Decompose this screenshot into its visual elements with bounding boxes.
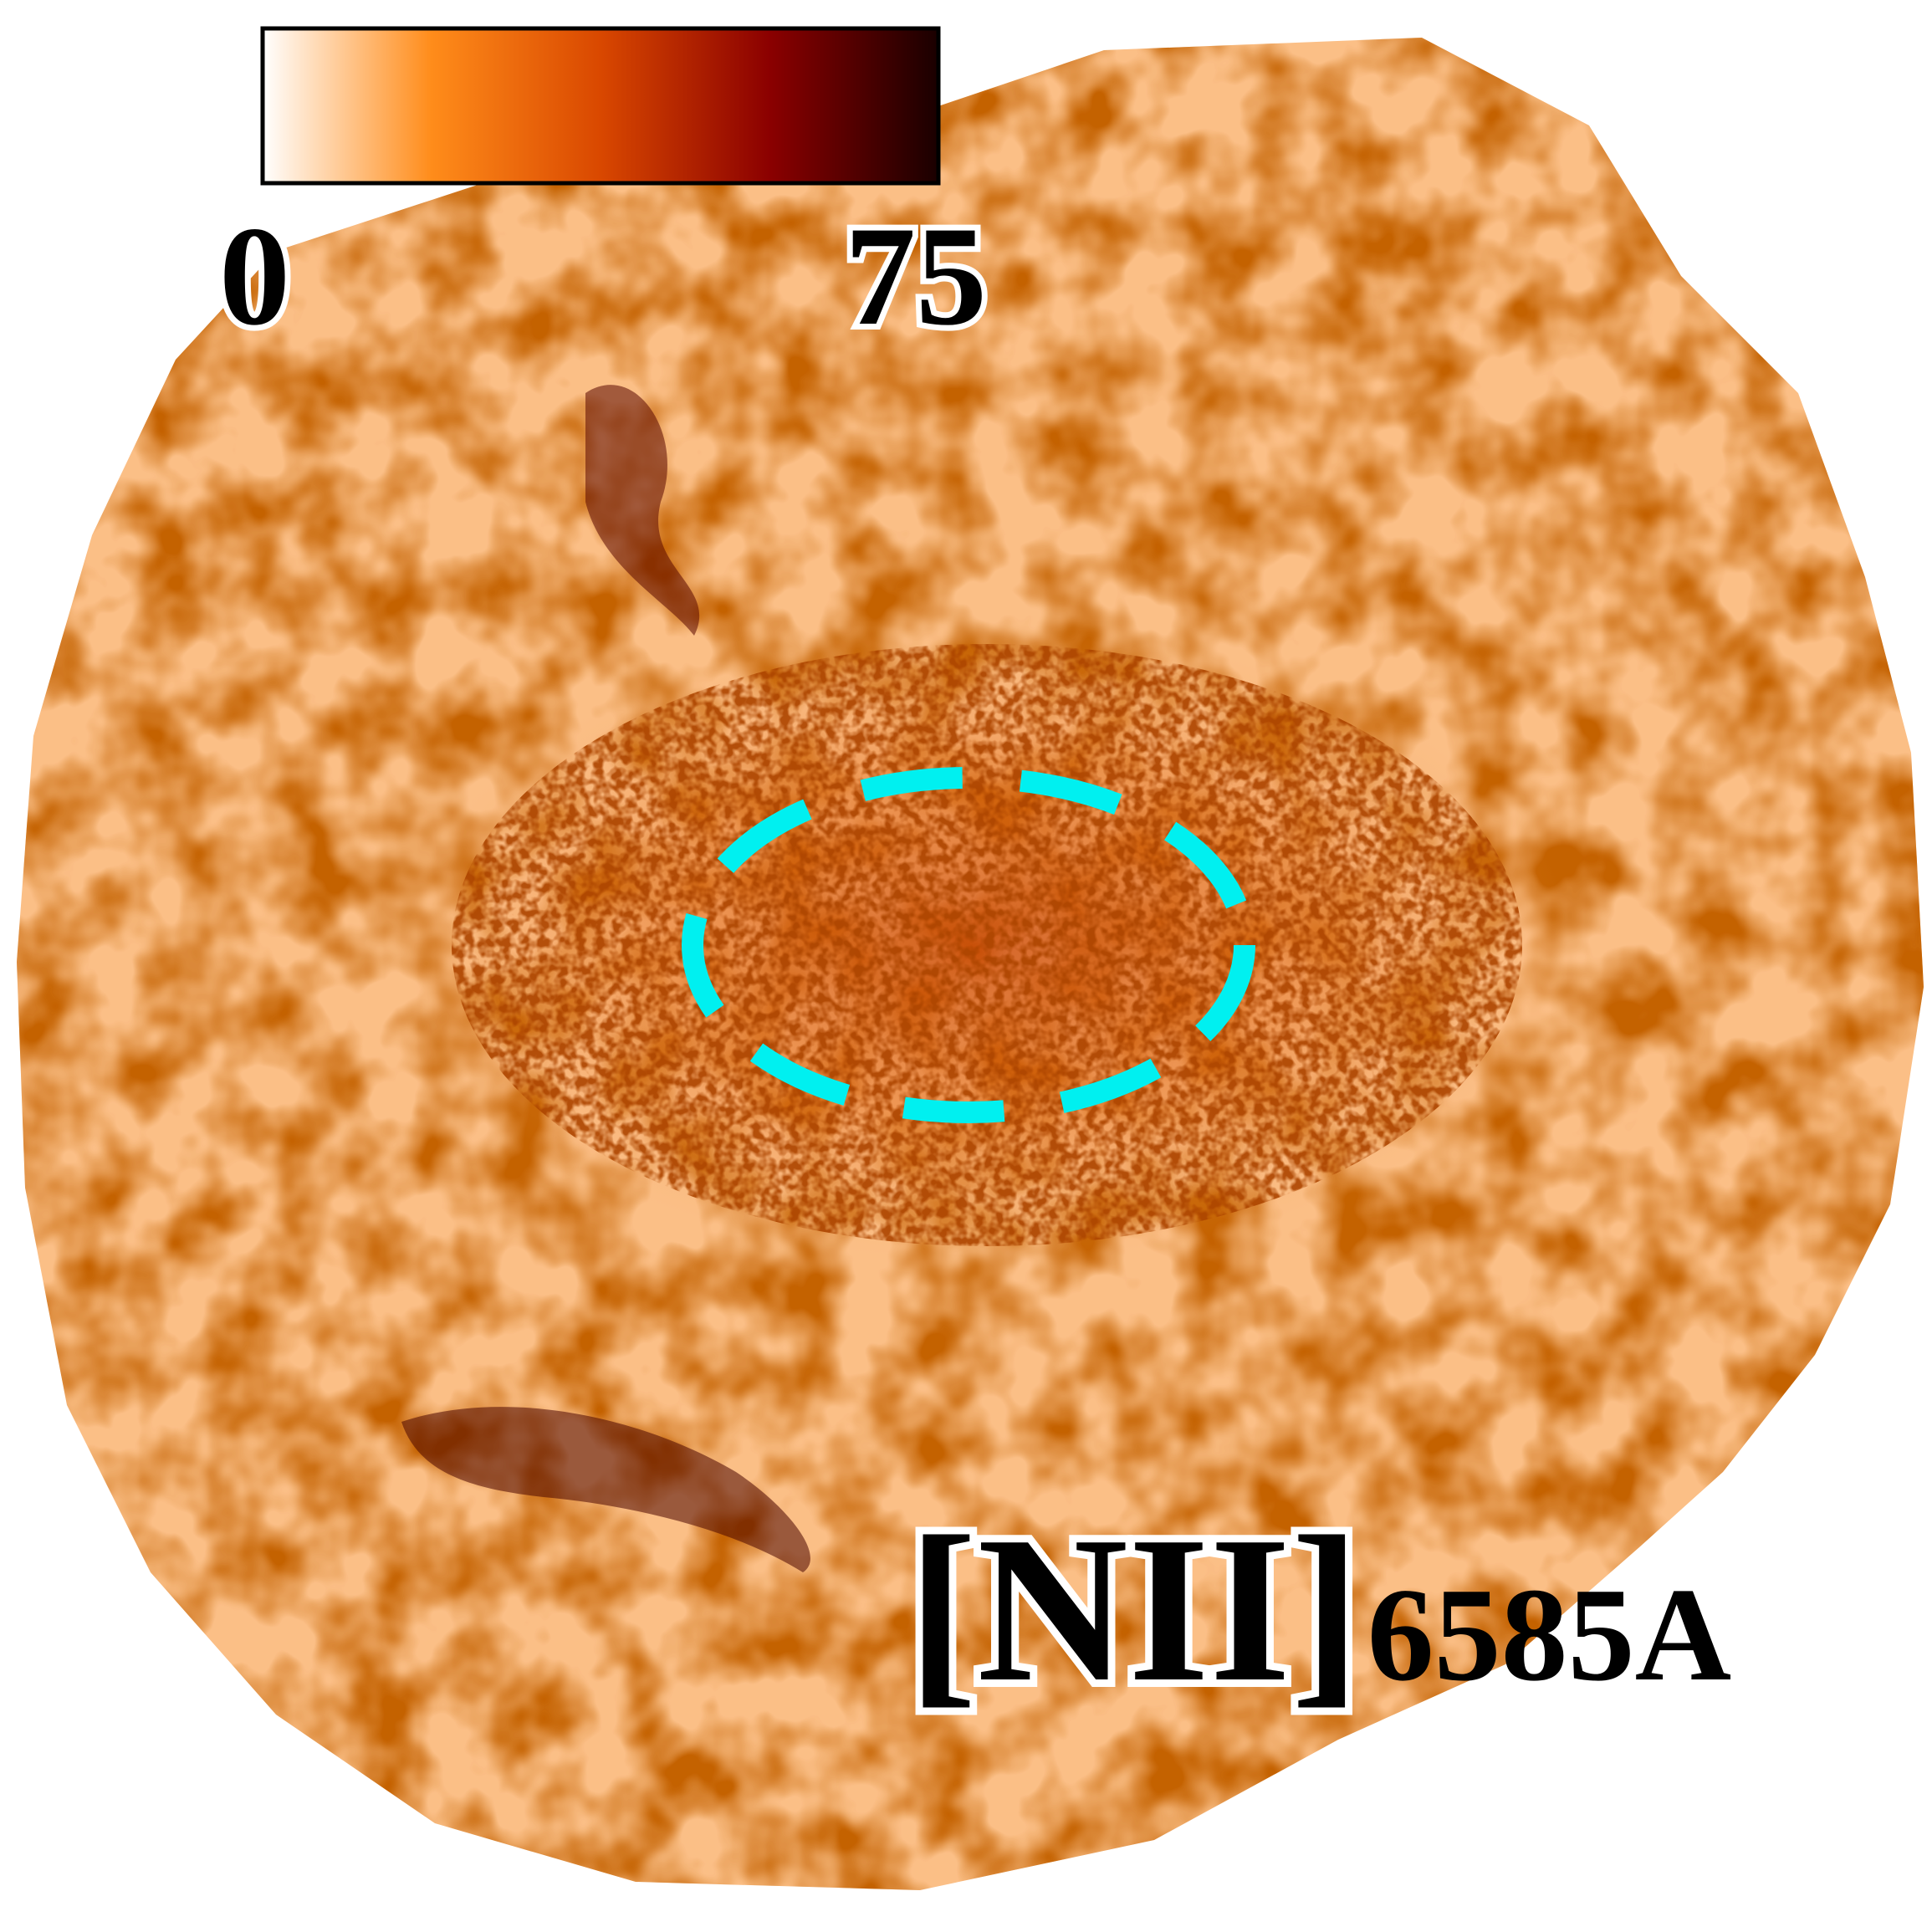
dark-filament-north	[585, 385, 700, 636]
colorbar-frame	[260, 26, 941, 186]
dark-filament-south	[401, 1407, 810, 1572]
emission-line-label: [NII]6585A	[900, 1498, 1732, 1722]
aperture-ellipse	[682, 767, 1255, 1123]
line-species: [NII]	[900, 1494, 1368, 1725]
disk-grain	[452, 644, 1522, 1246]
colorbar	[263, 28, 938, 183]
colorbar-max-label: 75	[839, 197, 993, 355]
colorbar-min-label: 0	[213, 197, 296, 355]
line-wavelength: 6585A	[1367, 1560, 1732, 1709]
